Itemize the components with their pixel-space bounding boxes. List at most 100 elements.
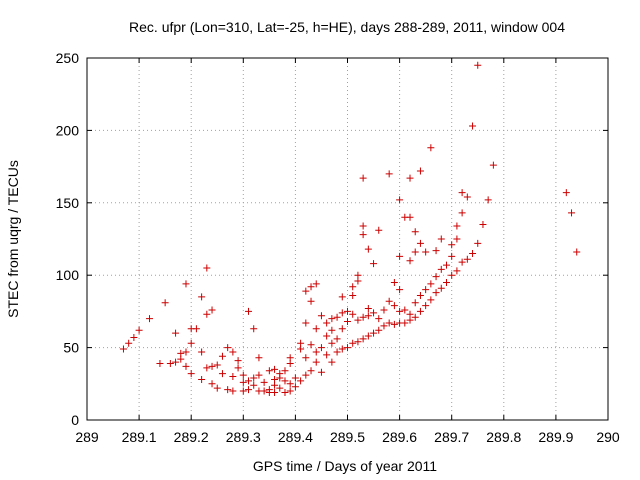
data-point: [213, 384, 221, 392]
data-point: [380, 322, 388, 330]
axis-ticks: 289 289.1 289.2 289.3 289.4 289.5 289.6 289.7 28…: [56, 50, 620, 445]
x-tick-label: 289.2: [174, 429, 209, 445]
data-point: [260, 378, 268, 386]
data-point: [119, 345, 127, 353]
data-point: [359, 335, 367, 343]
data-point: [239, 387, 247, 395]
data-point: [479, 221, 487, 229]
data-point: [198, 348, 206, 356]
data-point: [416, 167, 424, 175]
x-tick-label: 289.1: [122, 429, 157, 445]
data-point: [416, 307, 424, 315]
data-point: [432, 289, 440, 297]
data-point: [344, 318, 351, 326]
x-tick-label: 289.6: [382, 429, 417, 445]
data-point: [469, 122, 477, 130]
data-point: [463, 255, 471, 263]
data-point: [401, 319, 409, 327]
data-point: [328, 326, 336, 334]
data-point: [156, 360, 164, 368]
data-point: [333, 335, 341, 343]
x-tick-label: 289.8: [486, 429, 521, 445]
data-point: [484, 196, 492, 204]
data-point: [172, 358, 180, 366]
data-point: [317, 344, 325, 352]
data-point: [390, 302, 398, 310]
data-point: [359, 222, 367, 230]
data-point: [281, 377, 289, 385]
data-point: [370, 329, 378, 337]
y-tick-label: 100: [56, 267, 80, 283]
data-point: [469, 249, 477, 257]
data-point: [271, 375, 279, 383]
data-point: [385, 319, 393, 327]
data-point: [333, 313, 341, 321]
data-point: [187, 339, 195, 347]
data-point: [406, 257, 414, 265]
data-point: [411, 228, 419, 236]
data-point: [307, 297, 315, 305]
data-point: [385, 170, 393, 178]
x-tick-label: 289.9: [538, 429, 573, 445]
data-point: [312, 348, 320, 356]
data-point: [333, 348, 341, 356]
data-point: [271, 388, 279, 396]
data-point: [354, 316, 362, 324]
data-point: [182, 348, 190, 356]
data-point: [380, 306, 388, 314]
data-point: [338, 325, 346, 333]
data-point: [312, 325, 320, 333]
data-point: [453, 222, 461, 230]
data-point: [203, 264, 211, 272]
data-point: [364, 245, 372, 253]
data-point: [458, 258, 466, 266]
data-point: [411, 248, 419, 256]
data-point: [354, 338, 362, 346]
data-point: [349, 339, 357, 347]
data-point: [411, 299, 419, 307]
data-point: [302, 371, 310, 379]
data-point: [364, 305, 372, 313]
data-point: [245, 377, 253, 385]
data-point: [245, 307, 253, 315]
data-point: [213, 361, 221, 369]
data-point: [401, 306, 409, 314]
data-point: [239, 371, 247, 379]
data-point: [323, 319, 331, 327]
data-point: [208, 362, 216, 370]
y-tick-label: 150: [56, 195, 80, 211]
data-point: [364, 332, 372, 340]
data-point: [203, 364, 211, 372]
data-point: [218, 352, 226, 360]
data-point: [437, 265, 445, 273]
x-tick-label: 289.3: [226, 429, 261, 445]
data-point: [323, 332, 331, 340]
data-point: [344, 344, 351, 352]
data-point: [406, 213, 414, 221]
data-point: [182, 362, 190, 370]
data-point: [198, 293, 206, 301]
grid-lines: [87, 58, 608, 420]
data-point: [328, 315, 336, 323]
data-point: [432, 247, 440, 255]
data-point: [344, 307, 351, 315]
data-point: [255, 354, 263, 362]
data-point: [271, 365, 279, 373]
data-point: [302, 354, 310, 362]
data-point: [370, 309, 378, 317]
data-point: [463, 193, 471, 201]
data-point: [203, 310, 211, 318]
data-point: [291, 383, 299, 391]
data-point: [297, 339, 305, 347]
data-point: [135, 326, 143, 334]
data-point: [489, 161, 497, 169]
data-point: [568, 209, 576, 217]
data-point: [208, 306, 216, 314]
data-point: [229, 348, 237, 356]
data-point: [422, 302, 430, 310]
data-point: [338, 293, 346, 301]
data-point: [307, 283, 315, 291]
data-point: [406, 174, 414, 182]
x-tick-label: 290: [596, 429, 620, 445]
data-point: [286, 387, 294, 395]
